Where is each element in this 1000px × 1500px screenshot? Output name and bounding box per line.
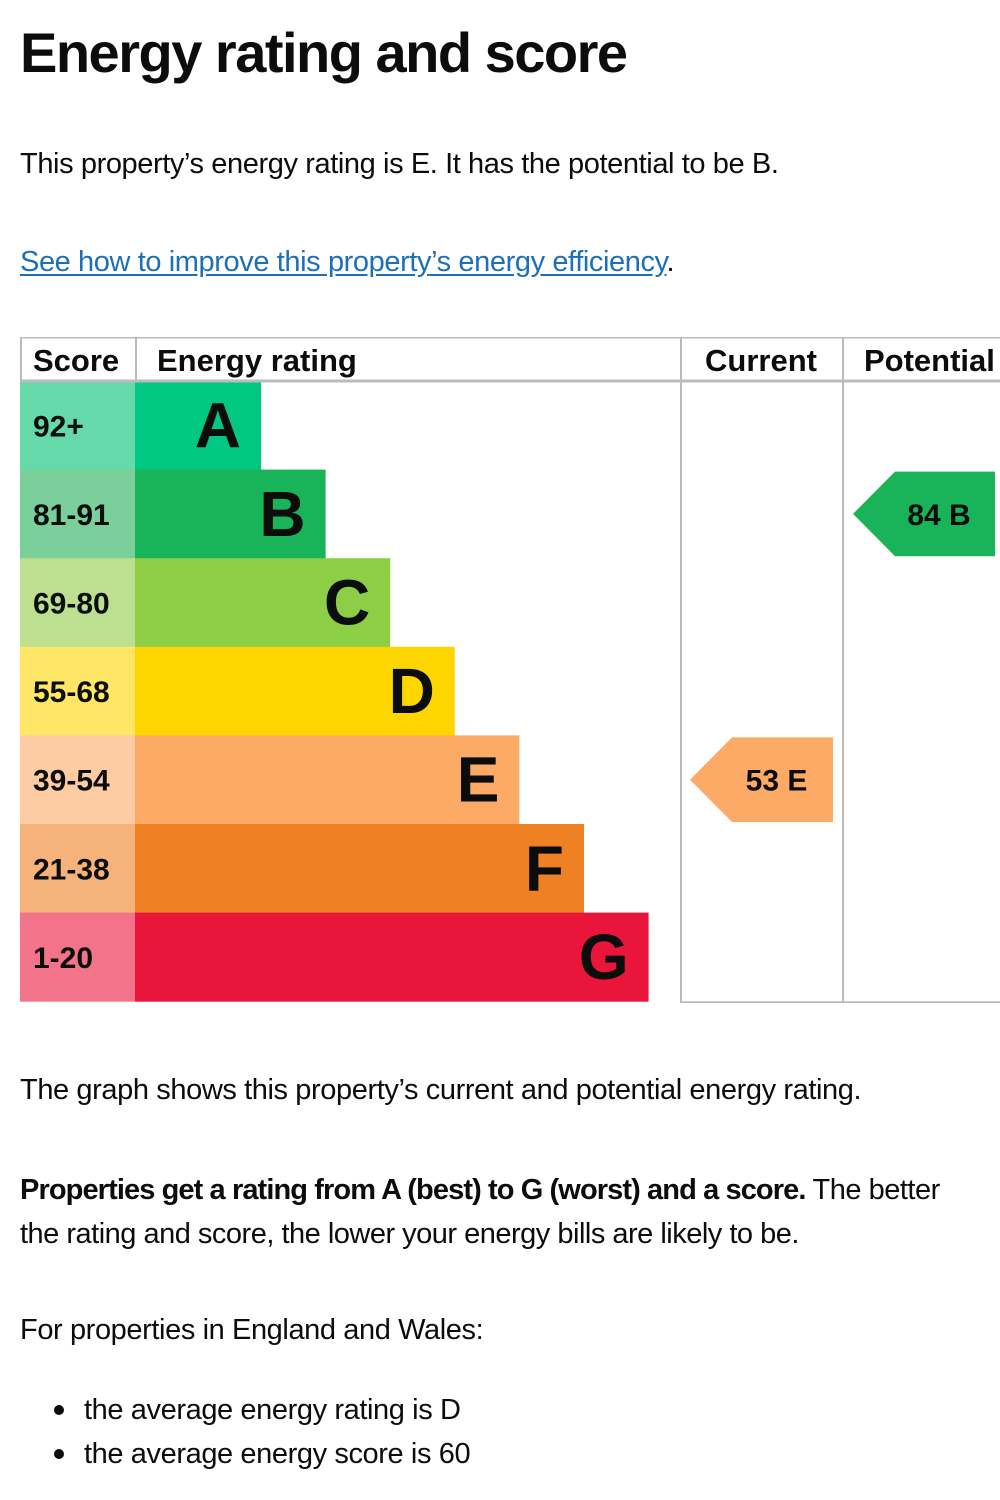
score-label: 55-68 (33, 676, 110, 709)
energy-rating-graph: 92+ A 81-91 B 69-80 C 55-68 D 39-54 E 21-38 F 1-20 G S… (20, 337, 1000, 1003)
score-label: 21-38 (33, 853, 110, 886)
rating-letter: D (389, 655, 435, 727)
page-title: Energy rating and score (20, 21, 628, 84)
score-cell (20, 912, 135, 1002)
score-cell (20, 381, 135, 471)
rating-bar (135, 912, 649, 1002)
average-rating-text: the average energy rating is D (84, 1394, 461, 1426)
score-cell (20, 646, 135, 736)
rating-bar (135, 381, 261, 471)
column-header: Score (33, 343, 119, 378)
rating-letter: F (525, 832, 564, 904)
score-label: 1-20 (33, 942, 93, 975)
current-rating-arrow (690, 737, 833, 822)
rating-letter: A (195, 389, 241, 461)
list-item: the average energy score is 60 (20, 1432, 471, 1476)
score-cell (20, 558, 135, 648)
potential-rating-label: 84 B (907, 499, 970, 532)
column-header: Energy rating (157, 343, 357, 378)
column-header: Potential (864, 343, 995, 378)
potential-rating-arrow (853, 471, 995, 557)
rating-bar (135, 646, 455, 736)
summary-line-1: Properties get a rating from A (best) to… (20, 1168, 1000, 1212)
summary-bold: Properties get a rating from A (best) to… (20, 1174, 806, 1206)
rating-bar (135, 558, 391, 648)
summary-rest-2: the rating and score, the lower your ene… (20, 1218, 799, 1250)
score-label: 81-91 (33, 499, 110, 532)
averages-list: the average energy rating is D the avera… (20, 1388, 471, 1476)
rating-letter: C (324, 567, 370, 639)
averages-intro: For properties in England and Wales: (20, 1314, 484, 1346)
rating-bar (135, 824, 584, 914)
rating-intro: This property’s energy rating is E. It h… (20, 148, 779, 180)
rating-letter: G (579, 921, 629, 993)
score-cell (20, 735, 135, 825)
rating-letter: B (259, 478, 305, 550)
score-cell (20, 469, 135, 559)
score-label: 39-54 (33, 765, 110, 798)
column-header: Current (705, 343, 817, 378)
graph-description: The graph shows this property’s current … (20, 1074, 862, 1106)
score-cell (20, 824, 135, 914)
improve-efficiency-link[interactable]: See how to improve this property’s energ… (20, 246, 667, 278)
rating-bar (135, 469, 326, 559)
bullet-icon (54, 1405, 64, 1415)
score-label: 69-80 (33, 588, 110, 621)
list-item: the average energy rating is D (20, 1388, 470, 1432)
score-label: 92+ (33, 410, 84, 443)
current-rating-label: 53 E (746, 765, 808, 798)
rating-bar (135, 735, 520, 825)
summary-rest-1: The better (805, 1174, 941, 1206)
energy-rating-chart: 92+ A 81-91 B 69-80 C 55-68 D 39-54 E 21-38 F 1-20 G S… (20, 337, 1000, 1003)
bullet-icon (54, 1449, 64, 1459)
improve-paragraph: See how to improve this property’s energ… (20, 244, 675, 280)
rating-summary: Properties get a rating from A (best) to… (20, 1168, 1000, 1256)
rating-letter: E (457, 744, 500, 816)
average-score-text: the average energy score is 60 (84, 1438, 471, 1470)
improve-link-suffix: . (666, 246, 675, 278)
